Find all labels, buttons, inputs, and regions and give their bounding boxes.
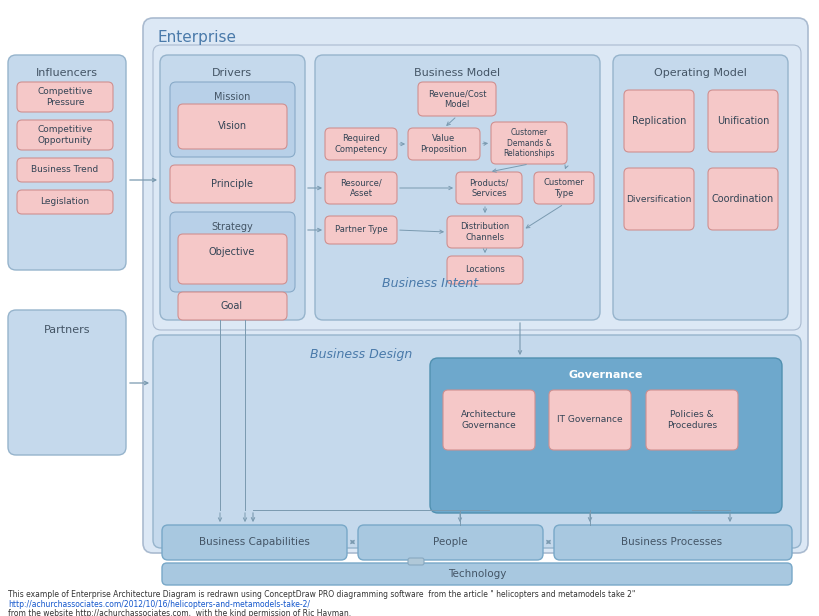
- Text: This example of Enterprise Architecture Diagram is redrawn using ConceptDraw PRO: This example of Enterprise Architecture …: [8, 590, 635, 599]
- Text: Mission: Mission: [214, 92, 250, 102]
- FancyBboxPatch shape: [178, 234, 287, 284]
- FancyBboxPatch shape: [170, 212, 295, 292]
- FancyBboxPatch shape: [358, 525, 542, 560]
- FancyBboxPatch shape: [533, 172, 593, 204]
- FancyBboxPatch shape: [491, 122, 566, 164]
- FancyBboxPatch shape: [429, 358, 781, 513]
- FancyBboxPatch shape: [153, 335, 800, 548]
- Text: Drivers: Drivers: [211, 68, 251, 78]
- FancyBboxPatch shape: [324, 128, 396, 160]
- Text: Distribution
Channels: Distribution Channels: [459, 222, 509, 241]
- FancyBboxPatch shape: [17, 82, 113, 112]
- Text: Principle: Principle: [210, 179, 253, 189]
- Text: Resource/
Asset: Resource/ Asset: [340, 178, 382, 198]
- Text: Required
Competency: Required Competency: [334, 134, 387, 154]
- FancyBboxPatch shape: [418, 82, 495, 116]
- FancyBboxPatch shape: [178, 292, 287, 320]
- Text: Customer
Type: Customer Type: [543, 178, 584, 198]
- FancyBboxPatch shape: [8, 310, 126, 455]
- Text: Technology: Technology: [447, 569, 505, 579]
- FancyBboxPatch shape: [162, 525, 346, 560]
- FancyBboxPatch shape: [178, 104, 287, 149]
- FancyBboxPatch shape: [446, 256, 523, 284]
- FancyBboxPatch shape: [324, 172, 396, 204]
- Text: Competitive
Pressure: Competitive Pressure: [38, 87, 93, 107]
- Text: Partner Type: Partner Type: [334, 225, 387, 235]
- Text: IT Governance: IT Governance: [556, 416, 622, 424]
- Text: Unification: Unification: [716, 116, 768, 126]
- Text: Strategy: Strategy: [210, 222, 252, 232]
- Text: Influencers: Influencers: [36, 68, 98, 78]
- Text: Partners: Partners: [43, 325, 90, 335]
- Text: Business Processes: Business Processes: [621, 537, 722, 547]
- FancyBboxPatch shape: [623, 90, 693, 152]
- FancyBboxPatch shape: [17, 190, 113, 214]
- FancyBboxPatch shape: [160, 55, 305, 320]
- Text: Products/
Services: Products/ Services: [468, 178, 508, 198]
- FancyBboxPatch shape: [8, 55, 126, 270]
- FancyBboxPatch shape: [707, 90, 777, 152]
- FancyBboxPatch shape: [455, 172, 522, 204]
- Text: Business Trend: Business Trend: [31, 166, 98, 174]
- FancyBboxPatch shape: [707, 168, 777, 230]
- FancyBboxPatch shape: [17, 120, 113, 150]
- Text: Revenue/Cost
Model: Revenue/Cost Model: [428, 89, 486, 108]
- Text: Objective: Objective: [209, 247, 255, 257]
- Text: Customer
Demands &
Relationships: Customer Demands & Relationships: [503, 128, 554, 158]
- Text: Business Capabilities: Business Capabilities: [198, 537, 309, 547]
- Text: Business Model: Business Model: [414, 68, 500, 78]
- FancyBboxPatch shape: [554, 525, 791, 560]
- Text: Replication: Replication: [631, 116, 686, 126]
- FancyBboxPatch shape: [170, 165, 295, 203]
- FancyBboxPatch shape: [408, 128, 479, 160]
- Text: http://achurchassociates.com/2012/10/16/helicopters-and-metamodels-take-2/: http://achurchassociates.com/2012/10/16/…: [8, 600, 310, 609]
- FancyBboxPatch shape: [446, 216, 523, 248]
- Text: Legislation: Legislation: [40, 198, 89, 206]
- FancyBboxPatch shape: [314, 55, 600, 320]
- Text: Architecture
Governance: Architecture Governance: [460, 410, 516, 430]
- FancyBboxPatch shape: [170, 82, 295, 157]
- FancyBboxPatch shape: [645, 390, 737, 450]
- Text: Value
Proposition: Value Proposition: [420, 134, 467, 154]
- Text: Business Design: Business Design: [310, 348, 412, 361]
- Text: Governance: Governance: [568, 370, 642, 380]
- Text: Business Intent: Business Intent: [382, 277, 477, 290]
- FancyBboxPatch shape: [408, 558, 423, 565]
- Text: Enterprise: Enterprise: [158, 30, 237, 45]
- FancyBboxPatch shape: [17, 158, 113, 182]
- Text: Vision: Vision: [217, 121, 247, 131]
- FancyBboxPatch shape: [442, 390, 534, 450]
- Text: Competitive
Opportunity: Competitive Opportunity: [38, 125, 93, 145]
- FancyBboxPatch shape: [613, 55, 787, 320]
- Text: Diversification: Diversification: [626, 195, 691, 203]
- FancyBboxPatch shape: [143, 18, 807, 553]
- FancyBboxPatch shape: [162, 563, 791, 585]
- Text: Goal: Goal: [220, 301, 242, 311]
- Text: Policies &
Procedures: Policies & Procedures: [666, 410, 716, 430]
- Text: People: People: [432, 537, 467, 547]
- FancyBboxPatch shape: [324, 216, 396, 244]
- FancyBboxPatch shape: [549, 390, 631, 450]
- Text: from the website http://achurchassociates.com,  with the kind permission of Ric : from the website http://achurchassociate…: [8, 609, 351, 616]
- FancyBboxPatch shape: [153, 45, 800, 330]
- Text: Operating Model: Operating Model: [653, 68, 745, 78]
- FancyBboxPatch shape: [623, 168, 693, 230]
- Text: Coordination: Coordination: [711, 194, 773, 204]
- Text: Locations: Locations: [464, 265, 505, 275]
